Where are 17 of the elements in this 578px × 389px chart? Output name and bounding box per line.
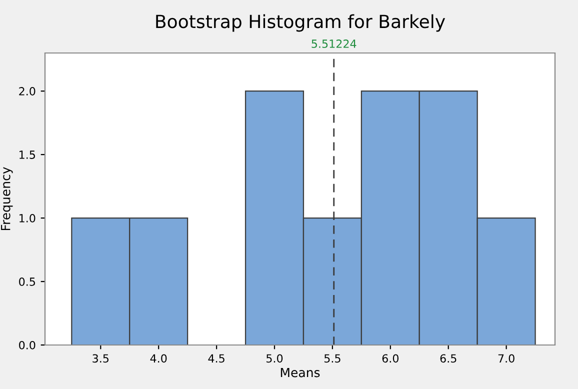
y-axis-title: Frequency — [1, 167, 13, 230]
chart-title: Bootstrap Histogram for Barkely — [156, 14, 446, 32]
x-tick-label: 3.5 — [92, 354, 108, 363]
x-tick-label: 5.5 — [324, 354, 340, 363]
y-tick-label: 0.0 — [19, 340, 36, 350]
y-tick-label: 0.5 — [19, 277, 35, 286]
y-tick-label: 1.5 — [20, 150, 35, 159]
x-tick-label: 5.0 — [266, 354, 283, 363]
x-tick-label: 6.5 — [440, 354, 456, 363]
x-axis-title: Means — [280, 368, 320, 378]
ref-line-label: 5.51224 — [312, 40, 356, 48]
x-tick-label: 6.0 — [382, 354, 399, 363]
x-tick-label: 7.0 — [498, 354, 514, 363]
x-tick-label: 4.0 — [150, 354, 167, 363]
y-tick-label: 2.0 — [19, 87, 36, 96]
y-tick-label: 1.0 — [20, 214, 36, 222]
x-tick-label: 4.5 — [208, 354, 224, 363]
